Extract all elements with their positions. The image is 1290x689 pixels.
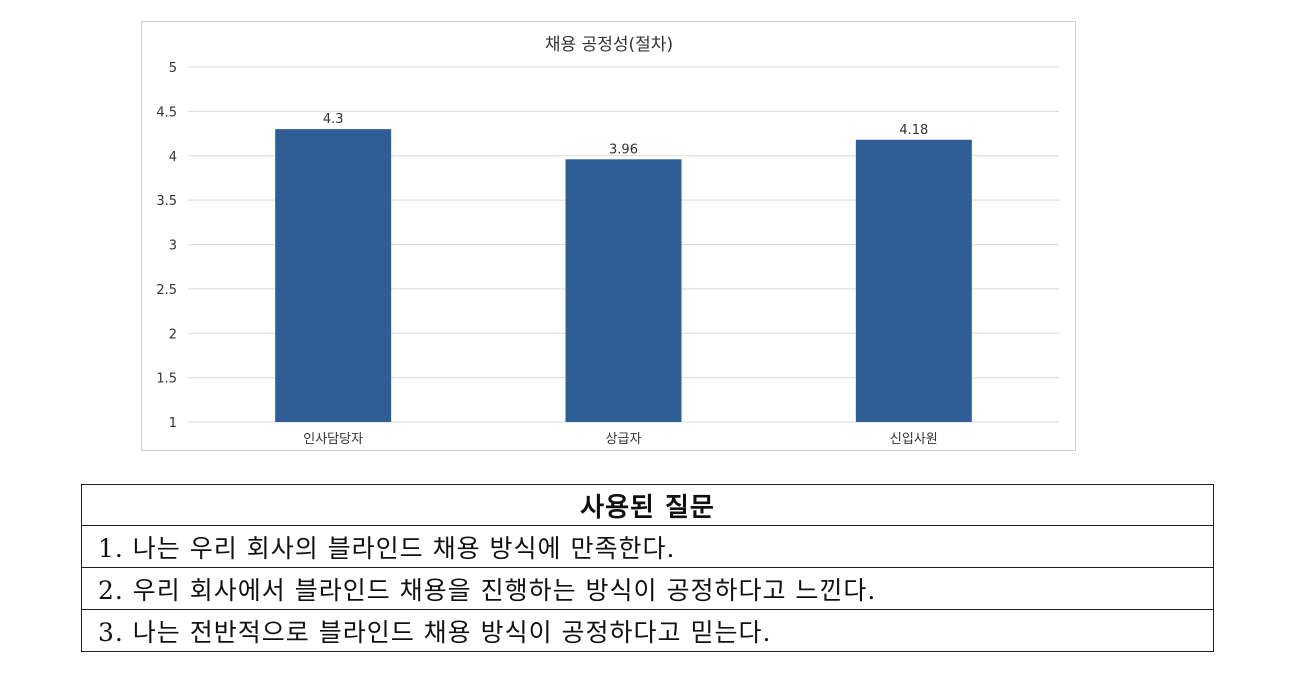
question-3: 3. 나는 전반적으로 블라인드 채용 방식이 공정하다고 믿는다. <box>81 609 1214 652</box>
question-row: 3. 나는 전반적으로 블라인드 채용 방식이 공정하다고 믿는다. <box>81 609 1214 652</box>
questions-header: 사용된 질문 <box>81 484 1214 526</box>
bars <box>275 129 972 423</box>
chart-title: 채용 공정성(절차) <box>545 35 673 55</box>
question-row: 2. 우리 회사에서 블라인드 채용을 진행하는 방식이 공정하다고 느낀다. <box>81 567 1214 610</box>
y-tick-label: 4.5 <box>156 105 177 120</box>
data-labels: 4.3 3.96 4.18 <box>323 112 928 157</box>
data-label: 4.3 <box>323 112 344 127</box>
y-tick-label: 1 <box>169 416 177 431</box>
y-tick-label: 3 <box>169 239 177 254</box>
question-2: 2. 우리 회사에서 블라인드 채용을 진행하는 방식이 공정하다고 느낀다. <box>81 567 1214 610</box>
y-tick-label: 5 <box>169 61 177 76</box>
bar-chart: 채용 공정성(절차) 1 1.5 2 2.5 3 3.5 4 4.5 5 4.3 3.96 4.18… <box>156 35 1059 447</box>
data-label: 3.96 <box>609 142 638 157</box>
bar-3 <box>855 139 972 422</box>
y-tick-label: 2.5 <box>156 283 177 298</box>
y-tick-label: 3.5 <box>156 194 177 209</box>
question-1: 1. 나는 우리 회사의 블라인드 채용 방식에 만족한다. <box>81 525 1214 568</box>
questions-header-row: 사용된 질문 <box>81 484 1214 526</box>
y-axis-ticks: 1 1.5 2 2.5 3 3.5 4 4.5 5 <box>156 61 177 431</box>
y-tick-label: 1.5 <box>156 372 177 387</box>
x-tick-label: 신입사원 <box>890 432 938 447</box>
chart-container: 채용 공정성(절차) 1 1.5 2 2.5 3 3.5 4 4.5 5 4.3 3.96 4.18… <box>141 21 1076 451</box>
x-axis-ticks: 인사담당자 상급자 신입사원 <box>303 432 937 447</box>
x-tick-label: 인사담당자 <box>303 432 363 447</box>
x-tick-label: 상급자 <box>606 432 642 447</box>
bar-1 <box>275 129 392 422</box>
y-tick-label: 2 <box>169 327 177 342</box>
questions-table: 사용된 질문 1. 나는 우리 회사의 블라인드 채용 방식에 만족한다. 2.… <box>81 484 1214 652</box>
bar-2 <box>565 159 682 423</box>
y-tick-label: 4 <box>169 150 177 165</box>
question-row: 1. 나는 우리 회사의 블라인드 채용 방식에 만족한다. <box>81 525 1214 568</box>
data-label: 4.18 <box>899 123 928 138</box>
